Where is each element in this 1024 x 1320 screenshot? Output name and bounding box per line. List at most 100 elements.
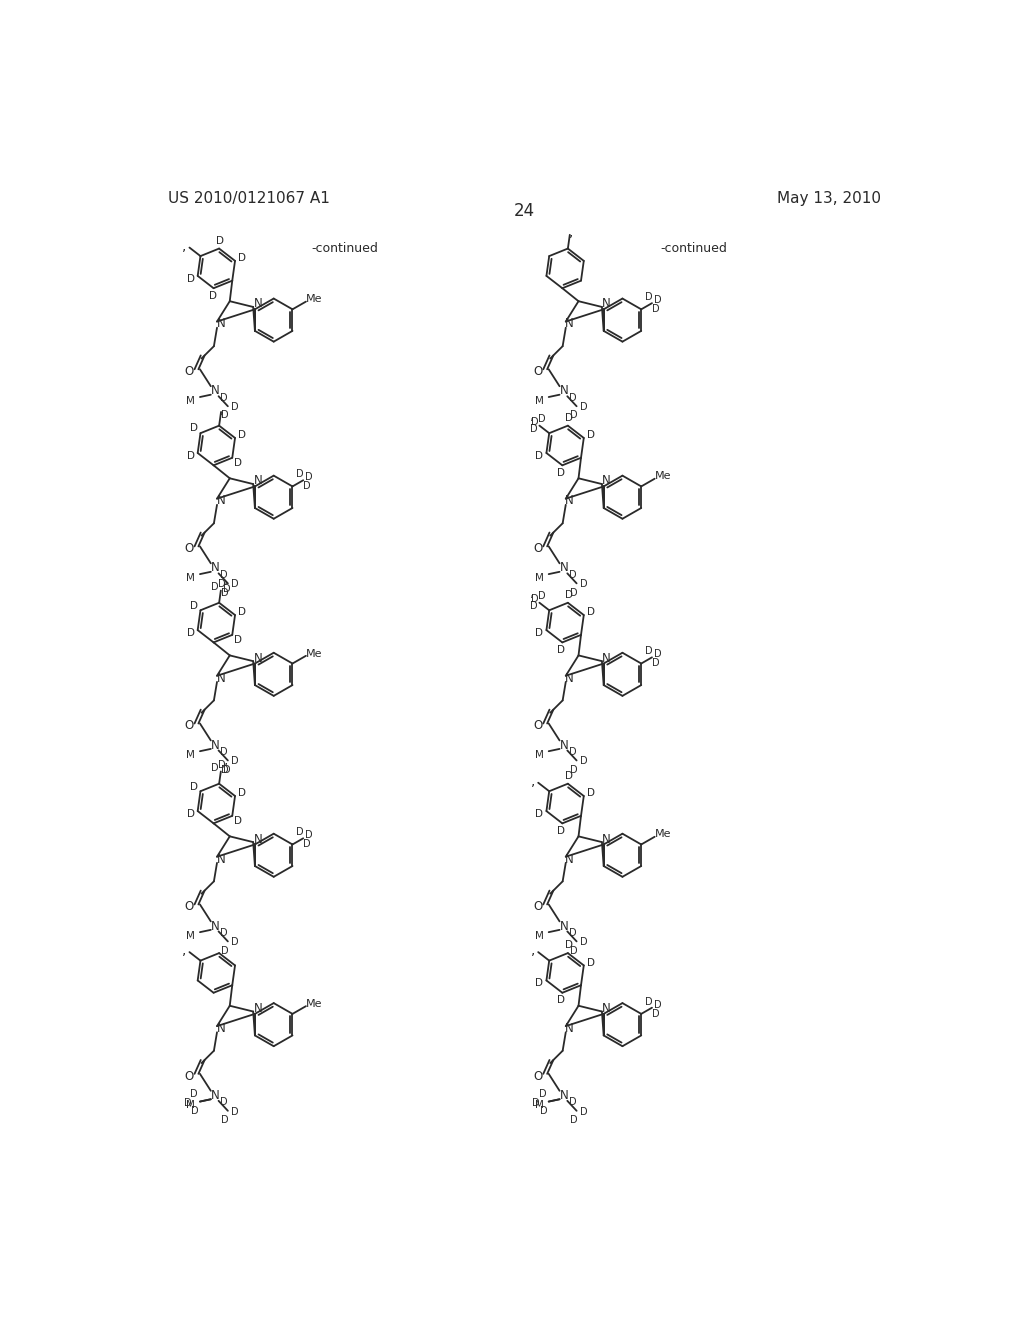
Text: D: D <box>569 747 577 756</box>
Text: D: D <box>231 579 239 589</box>
Text: N: N <box>254 833 262 846</box>
Text: D: D <box>569 945 578 956</box>
Text: M: M <box>186 931 196 941</box>
Text: D: D <box>651 304 659 314</box>
Text: D: D <box>530 601 538 611</box>
Text: ,: , <box>531 944 536 957</box>
Text: D: D <box>296 469 303 479</box>
Text: D: D <box>190 601 199 611</box>
Text: N: N <box>211 561 220 574</box>
Text: O: O <box>184 900 194 913</box>
Text: D: D <box>536 978 544 989</box>
Text: Me: Me <box>306 648 323 659</box>
Text: M: M <box>186 1101 196 1110</box>
Text: M: M <box>535 1101 544 1110</box>
Text: N: N <box>211 1089 220 1102</box>
Text: D: D <box>221 1115 228 1125</box>
Text: D: D <box>536 451 544 461</box>
Text: D: D <box>183 1098 191 1107</box>
Text: 24: 24 <box>514 202 536 219</box>
Text: D: D <box>569 587 578 598</box>
Text: N: N <box>560 384 568 397</box>
Text: ,: , <box>529 408 535 422</box>
Text: D: D <box>532 1098 540 1107</box>
Text: M: M <box>186 573 196 583</box>
Text: D: D <box>186 451 195 461</box>
Text: D: D <box>239 430 246 440</box>
Text: N: N <box>211 920 220 932</box>
Text: D: D <box>234 458 243 467</box>
Text: N: N <box>560 561 568 574</box>
Text: M: M <box>535 396 544 405</box>
Text: D: D <box>239 253 246 263</box>
Text: N: N <box>216 317 225 330</box>
Text: D: D <box>587 957 595 968</box>
Text: D: D <box>539 1089 547 1098</box>
Text: N: N <box>565 853 574 866</box>
Text: D: D <box>569 1115 578 1125</box>
Text: D: D <box>189 1089 198 1098</box>
Text: Me: Me <box>654 829 671 840</box>
Text: D: D <box>216 236 224 246</box>
Text: O: O <box>184 366 194 378</box>
Text: D: D <box>651 1008 659 1019</box>
Text: N: N <box>602 1002 611 1015</box>
Text: D: D <box>530 594 539 605</box>
Text: N: N <box>602 474 611 487</box>
Text: D: D <box>587 430 595 440</box>
Text: D: D <box>239 607 246 618</box>
Text: D: D <box>220 570 227 579</box>
Text: D: D <box>565 940 573 950</box>
Text: D: D <box>220 747 227 756</box>
Text: D: D <box>653 649 662 659</box>
Text: O: O <box>184 719 194 733</box>
Text: D: D <box>580 579 588 589</box>
Text: D: D <box>186 809 195 818</box>
Text: ,: , <box>531 774 536 788</box>
Text: D: D <box>239 788 246 799</box>
Text: D: D <box>231 1106 239 1117</box>
Text: D: D <box>296 828 303 837</box>
Text: D: D <box>234 635 243 644</box>
Text: D: D <box>580 403 588 412</box>
Text: D: D <box>186 273 195 284</box>
Text: D: D <box>218 760 225 771</box>
Text: D: D <box>580 937 588 948</box>
Text: D: D <box>221 764 228 775</box>
Text: D: D <box>191 1106 199 1115</box>
Text: D: D <box>538 414 545 424</box>
Text: N: N <box>560 1089 568 1102</box>
Text: ,: , <box>182 239 186 252</box>
Text: D: D <box>645 647 652 656</box>
Text: M: M <box>535 931 544 941</box>
Text: N: N <box>254 297 262 310</box>
Text: O: O <box>534 543 543 556</box>
Text: US 2010/0121067 A1: US 2010/0121067 A1 <box>168 191 330 206</box>
Text: M: M <box>535 750 544 760</box>
Text: ,: , <box>224 572 228 586</box>
Text: D: D <box>565 413 573 422</box>
Text: N: N <box>560 920 568 932</box>
Text: O: O <box>534 900 543 913</box>
Text: N: N <box>565 1022 574 1035</box>
Text: D: D <box>530 417 539 426</box>
Text: D: D <box>221 411 228 421</box>
Text: -continued: -continued <box>660 242 727 255</box>
Text: O: O <box>534 1069 543 1082</box>
Text: D: D <box>569 570 577 579</box>
Text: N: N <box>565 495 574 507</box>
Text: D: D <box>303 482 310 491</box>
Text: D: D <box>220 928 227 939</box>
Text: N: N <box>216 1022 225 1035</box>
Text: D: D <box>645 292 652 302</box>
Text: D: D <box>569 1097 577 1107</box>
Text: N: N <box>216 495 225 507</box>
Text: D: D <box>209 290 216 301</box>
Text: ,: , <box>529 585 535 599</box>
Text: D: D <box>220 393 227 403</box>
Text: M: M <box>186 396 196 405</box>
Text: N: N <box>254 1002 262 1015</box>
Text: N: N <box>254 474 262 487</box>
Text: D: D <box>557 467 565 478</box>
Text: N: N <box>254 652 262 664</box>
